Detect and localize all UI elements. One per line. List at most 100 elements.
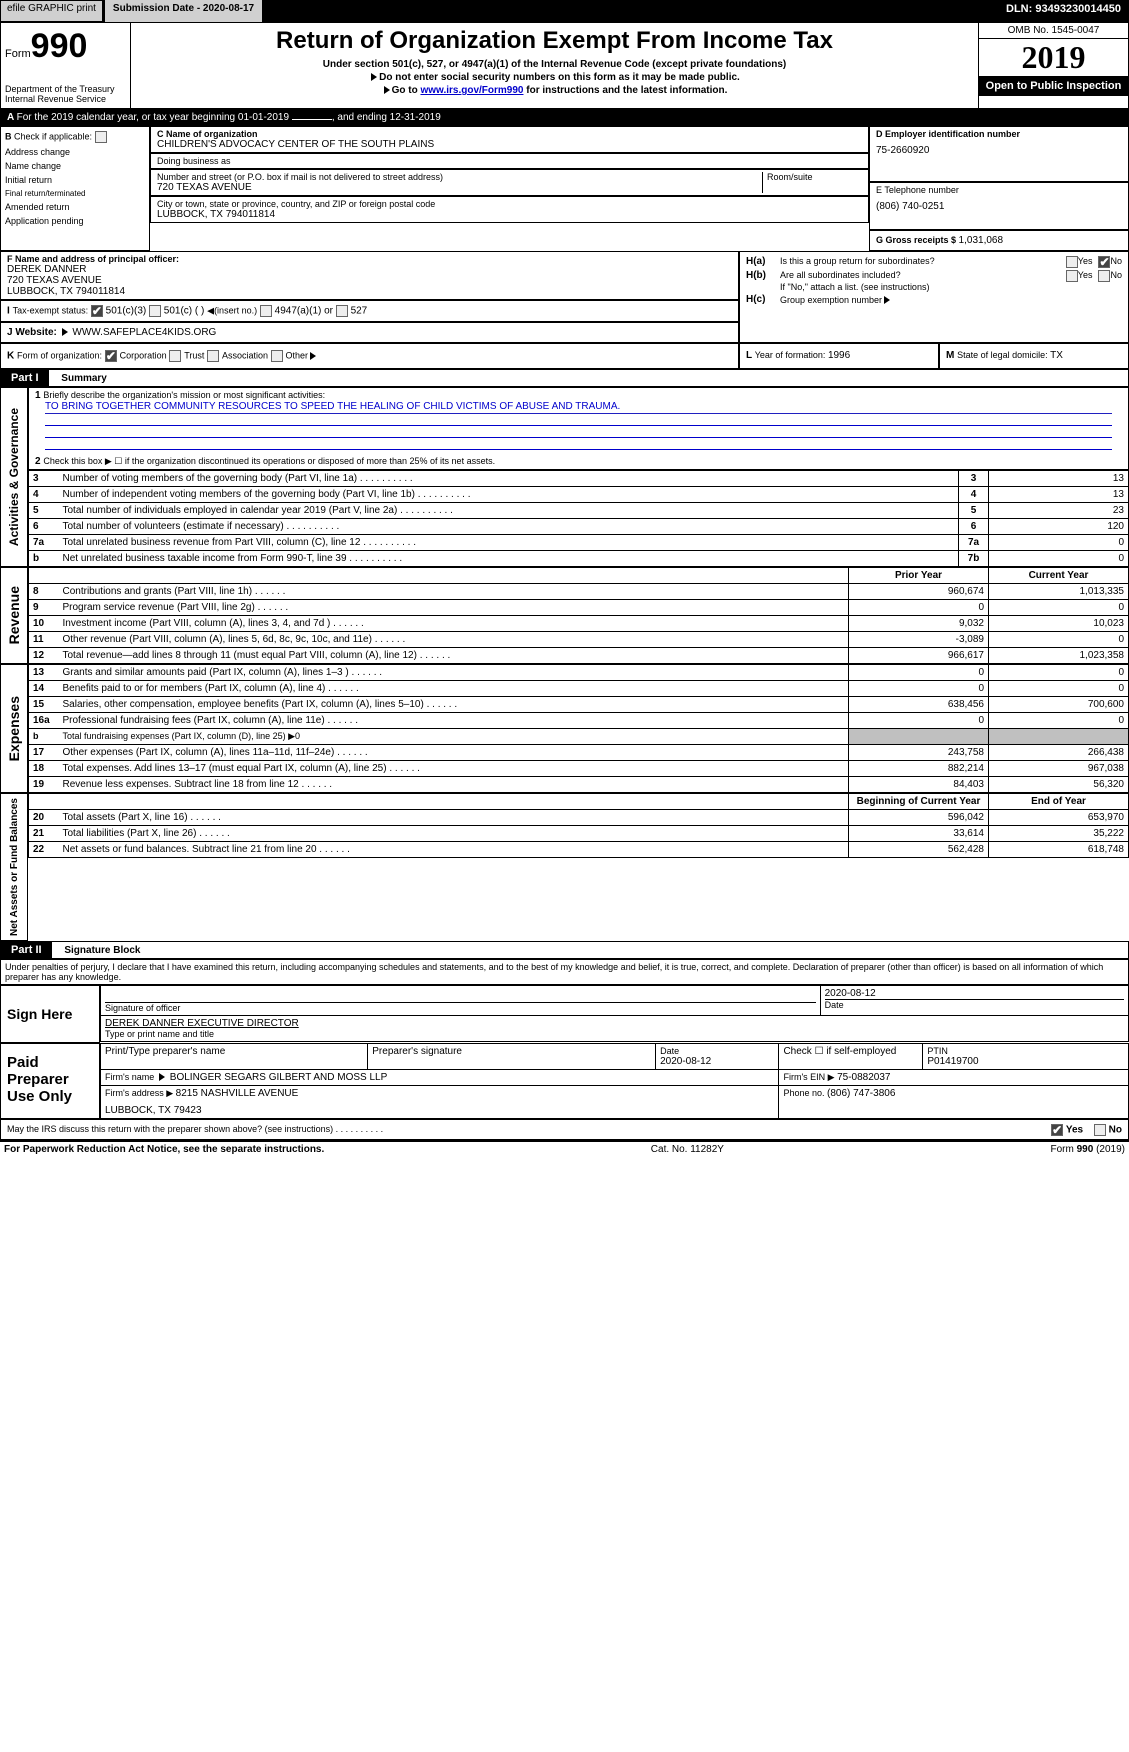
hc-label: H(c) xyxy=(746,294,780,305)
part2-label: Part II xyxy=(1,942,52,958)
form-header: Form990 Department of the Treasury Inter… xyxy=(0,22,1129,109)
form-number: 990 xyxy=(31,27,88,65)
opt-4947: 4947(a)(1) or xyxy=(275,306,333,317)
ha-text: Is this a group return for subordinates? xyxy=(780,256,1066,266)
table-row: bNet unrelated business taxable income f… xyxy=(29,551,1129,567)
k-assoc[interactable] xyxy=(207,350,219,362)
check-4947[interactable] xyxy=(260,305,272,317)
part1-label: Part I xyxy=(1,370,49,386)
fij-h-block: F Name and address of principal officer:… xyxy=(0,251,1129,343)
efile-button[interactable]: efile GRAPHIC print xyxy=(0,0,103,22)
k-other[interactable] xyxy=(271,350,283,362)
eoy-header: End of Year xyxy=(989,794,1129,810)
ha-label: H(a) xyxy=(746,256,780,267)
section-c: C Name of organization CHILDREN'S ADVOCA… xyxy=(150,126,869,251)
opt-501c3: 501(c)(3) xyxy=(106,306,147,317)
omb-number: OMB No. 1545-0047 xyxy=(979,23,1128,39)
sign-here-block: Sign Here Signature of officer 2020-08-1… xyxy=(0,985,1129,1043)
irs-link[interactable]: www.irs.gov/Form990 xyxy=(420,85,523,96)
form-subtitle-1: Under section 501(c), 527, or 4947(a)(1)… xyxy=(135,59,974,70)
table-row: 19Revenue less expenses. Subtract line 1… xyxy=(29,777,1129,793)
table-row: 22Net assets or fund balances. Subtract … xyxy=(29,842,1129,858)
revenue-table: Prior YearCurrent Year 8Contributions an… xyxy=(28,567,1129,664)
sig-label: Signature of officer xyxy=(105,1002,816,1013)
form-title-box: Return of Organization Exempt From Incom… xyxy=(131,23,978,108)
opt-501c: 501(c) ( ) xyxy=(164,306,205,317)
d-label: D Employer identification number xyxy=(876,129,1122,139)
opt-final-return: Final return/terminated xyxy=(5,189,145,198)
tax-year: 2019 xyxy=(979,39,1128,76)
line-a: A For the 2019 calendar year, or tax yea… xyxy=(0,109,1129,126)
table-row: 8Contributions and grants (Part VIII, li… xyxy=(29,584,1129,600)
h-ptin-label: PTIN xyxy=(927,1046,1124,1056)
table-row: 12Total revenue—add lines 8 through 11 (… xyxy=(29,648,1129,664)
form-word: Form xyxy=(5,48,31,60)
opt-pending: Application pending xyxy=(5,216,145,226)
line2-label: Check this box ▶ ☐ if the organization d… xyxy=(43,456,495,466)
hb-yes[interactable] xyxy=(1066,270,1078,282)
open-to-public: Open to Public Inspection xyxy=(979,76,1128,96)
check-501c3[interactable] xyxy=(91,305,103,317)
table-row: 18Total expenses. Add lines 13–17 (must … xyxy=(29,761,1129,777)
table-row: 15Salaries, other compensation, employee… xyxy=(29,697,1129,713)
c-name-label: C Name of organization xyxy=(157,129,862,139)
hb-no[interactable] xyxy=(1098,270,1110,282)
year-formation: 1996 xyxy=(828,350,850,361)
topbar: efile GRAPHIC print Submission Date - 20… xyxy=(0,0,1129,22)
k-trust[interactable] xyxy=(169,350,181,362)
dba-label: Doing business as xyxy=(157,156,862,166)
phone-label: Phone no. xyxy=(783,1088,827,1098)
e-label: E Telephone number xyxy=(876,185,1122,195)
ha-yes[interactable] xyxy=(1066,256,1078,268)
table-row: 17Other expenses (Part IX, column (A), l… xyxy=(29,745,1129,761)
table-row: 4Number of independent voting members of… xyxy=(29,487,1129,503)
opt-address-change: Address change xyxy=(5,147,145,157)
submission-date: Submission Date - 2020-08-17 xyxy=(105,0,262,22)
dln: DLN: 93493230014450 xyxy=(998,0,1129,22)
room-suite-label: Room/suite xyxy=(762,172,862,193)
hb-text: Are all subordinates included? xyxy=(780,270,1066,280)
hb-label: H(b) xyxy=(746,270,780,281)
firm-city: LUBBOCK, TX 79423 xyxy=(105,1105,774,1116)
check-501c[interactable] xyxy=(149,305,161,317)
table-row: 6Total number of volunteers (estimate if… xyxy=(29,519,1129,535)
firm-phone: (806) 747-3806 xyxy=(827,1088,895,1099)
form-number-box: Form990 Department of the Treasury Inter… xyxy=(1,23,131,108)
hc-text: Group exemption number xyxy=(780,295,882,305)
table-row: 11Other revenue (Part VIII, column (A), … xyxy=(29,632,1129,648)
table-row: 21Total liabilities (Part X, line 26)33,… xyxy=(29,826,1129,842)
table-row: 7aTotal unrelated business revenue from … xyxy=(29,535,1129,551)
table-row: 3Number of voting members of the governi… xyxy=(29,471,1129,487)
date-label: Date xyxy=(825,999,1124,1010)
website: WWW.SAFEPLACE4KIDS.ORG xyxy=(72,327,216,338)
k-corp[interactable] xyxy=(105,350,117,362)
discuss-no[interactable] xyxy=(1094,1124,1106,1136)
org-street: 720 TEXAS AVENUE xyxy=(157,182,762,193)
prep-date: 2020-08-12 xyxy=(660,1056,774,1067)
gross-receipts: 1,031,068 xyxy=(959,235,1004,246)
firm-addr: 8215 NASHVILLE AVENUE xyxy=(176,1088,299,1099)
footer-left: For Paperwork Reduction Act Notice, see … xyxy=(4,1144,324,1155)
mission-text: TO BRING TOGETHER COMMUNITY RESOURCES TO… xyxy=(45,401,1112,414)
k-label: Form of organization: xyxy=(17,351,102,361)
table-row: 13Grants and similar amounts paid (Part … xyxy=(29,665,1129,681)
org-name: CHILDREN'S ADVOCACY CENTER OF THE SOUTH … xyxy=(157,139,862,150)
discuss-yes[interactable] xyxy=(1051,1124,1063,1136)
footer-right: Form 990 (2019)Form 990 (2019) xyxy=(1051,1144,1125,1155)
check-address[interactable] xyxy=(95,131,107,143)
prior-year-header: Prior Year xyxy=(849,568,989,584)
check-527[interactable] xyxy=(336,305,348,317)
ha-no[interactable] xyxy=(1098,256,1110,268)
officer-name: DEREK DANNER xyxy=(7,264,732,275)
paid-preparer-block: Paid Preparer Use Only Print/Type prepar… xyxy=(0,1043,1129,1119)
opt-527: 527 xyxy=(351,306,368,317)
paid-label: Paid Preparer Use Only xyxy=(0,1043,100,1119)
form-title: Return of Organization Exempt From Incom… xyxy=(135,27,974,55)
footer-mid: Cat. No. 11282Y xyxy=(651,1144,724,1155)
city-label: City or town, state or province, country… xyxy=(157,199,862,209)
table-row: 9Program service revenue (Part VIII, lin… xyxy=(29,600,1129,616)
hb-note: If "No," attach a list. (see instruction… xyxy=(780,282,1122,292)
g-label: G Gross receipts $ xyxy=(876,235,959,245)
f-label: F Name and address of principal officer: xyxy=(7,254,732,264)
section-b: B Check if applicable: Address change Na… xyxy=(0,126,150,251)
